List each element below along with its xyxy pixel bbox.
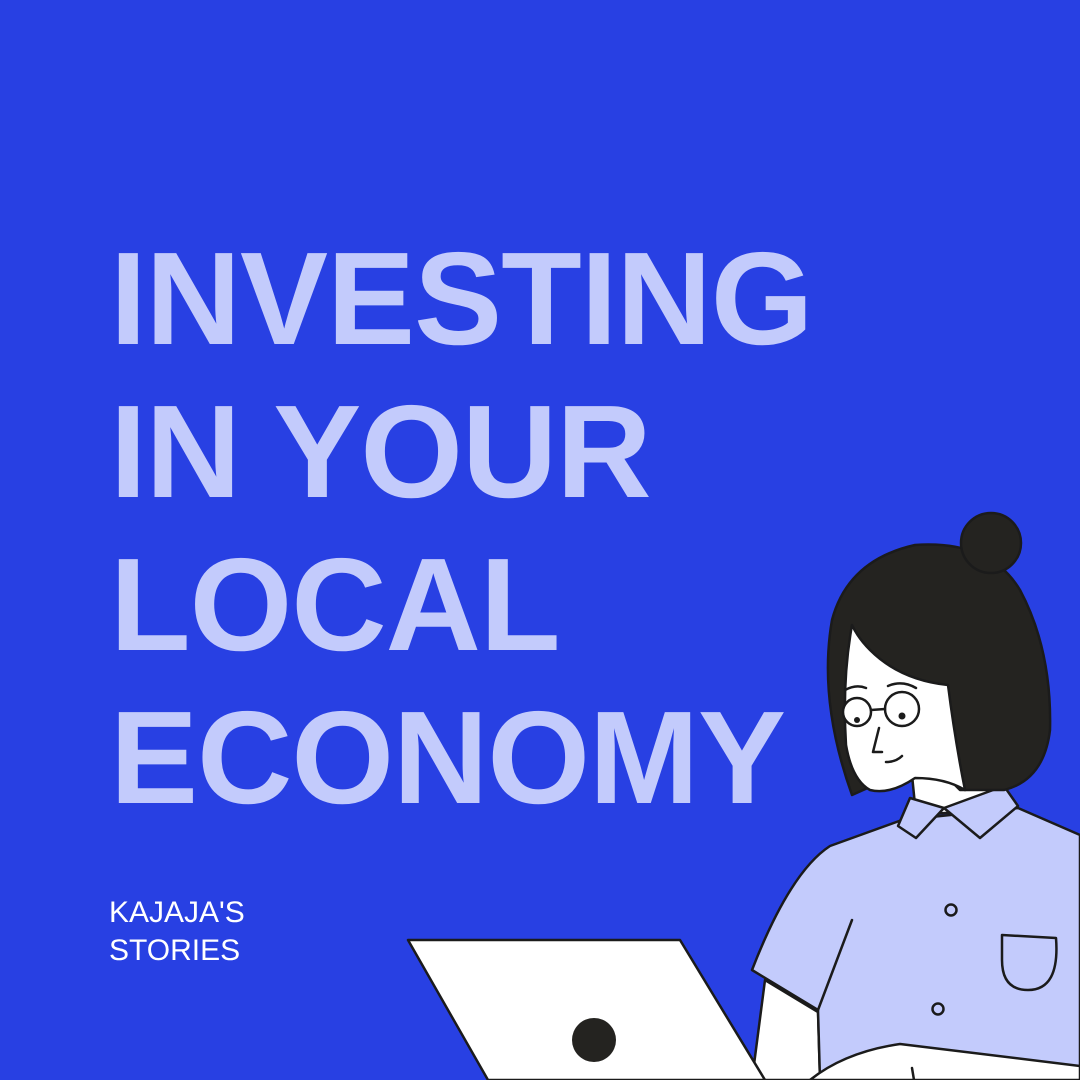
mouth bbox=[884, 754, 904, 764]
right-eyebrow bbox=[886, 682, 918, 690]
left-arm bbox=[750, 978, 822, 1080]
byline-line-1: KAJAJA'S bbox=[109, 896, 245, 929]
collar-left bbox=[896, 796, 946, 840]
shirt bbox=[750, 806, 1080, 1080]
glasses-left-lens bbox=[841, 696, 873, 728]
nose bbox=[871, 726, 884, 754]
glasses-bridge bbox=[869, 707, 887, 712]
byline: KAJAJA'S STORIES bbox=[109, 894, 245, 970]
headline-line-3: LOCAL bbox=[110, 531, 561, 678]
shirt-pocket bbox=[1000, 933, 1058, 992]
left-pupil bbox=[854, 717, 860, 723]
headline: INVESTING IN YOUR LOCAL ECONOMY bbox=[110, 222, 813, 834]
sleeve-seam bbox=[816, 918, 854, 1012]
finger-line bbox=[910, 1066, 916, 1080]
left-eyebrow bbox=[843, 685, 868, 692]
byline-line-2: STORIES bbox=[109, 934, 241, 967]
shirt-button-1 bbox=[944, 903, 958, 917]
glasses-right-lens bbox=[883, 690, 921, 728]
right-pupil bbox=[898, 712, 906, 720]
shirt-button-2 bbox=[931, 1002, 945, 1016]
headline-line-1: INVESTING bbox=[110, 225, 813, 372]
headline-line-4: ECONOMY bbox=[110, 684, 786, 831]
laptop bbox=[406, 938, 767, 1080]
hair-bun bbox=[959, 511, 1023, 575]
right-hand bbox=[808, 1042, 1080, 1080]
headline-line-2: IN YOUR bbox=[110, 378, 652, 525]
collar-right bbox=[942, 784, 1020, 840]
laptop-logo bbox=[572, 1018, 616, 1062]
